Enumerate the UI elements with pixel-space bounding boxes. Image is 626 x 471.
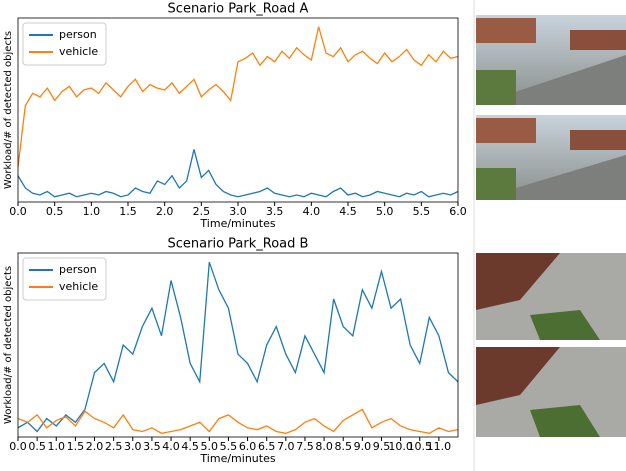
chart-title: Scenario Park_Road A — [168, 2, 309, 17]
x-axis-label: Time/minutes — [199, 217, 275, 230]
x-tick-label: 0.5 — [28, 440, 46, 453]
x-tick-label: 2.5 — [193, 205, 211, 218]
legend-label: person — [59, 263, 97, 276]
x-tick-label: 1.0 — [83, 205, 101, 218]
x-axis-label: Time/minutes — [199, 452, 275, 465]
x-tick-label: 2.5 — [105, 440, 123, 453]
x-tick-label: 4.5 — [339, 205, 357, 218]
page: Scenario Park_Road A Time/minutes Workload… — [0, 0, 626, 471]
x-tick-label: 6.0 — [239, 440, 257, 453]
x-tick-label: 3.5 — [266, 205, 284, 218]
chart: Scenario Park_Road A Time/minutes Workload… — [0, 0, 626, 471]
x-tick-label: 9.0 — [354, 440, 372, 453]
x-tick-label: 6.0 — [449, 205, 467, 218]
x-tick-label: 5.5 — [220, 440, 238, 453]
x-tick-label: 5.0 — [376, 205, 394, 218]
x-tick-label: 2.0 — [86, 440, 104, 453]
camera-image-a1 — [476, 15, 626, 105]
chart-title: Scenario Park_Road B — [168, 237, 309, 252]
legend-label: person — [59, 28, 97, 41]
x-tick-label: 7.0 — [277, 440, 295, 453]
camera-image-b2 — [476, 347, 626, 437]
camera-image-a2 — [476, 115, 626, 200]
x-tick-label: 11.0 — [427, 440, 452, 453]
x-tick-label: 0.0 — [9, 440, 27, 453]
legend-label: vehicle — [59, 45, 98, 58]
x-tick-label: 5.0 — [201, 440, 219, 453]
x-tick-label: 8.5 — [334, 440, 352, 453]
x-tick-label: 5.5 — [413, 205, 431, 218]
x-tick-label: 3.0 — [229, 205, 247, 218]
x-tick-label: 3.5 — [143, 440, 161, 453]
x-tick-label: 2.0 — [156, 205, 174, 218]
legend-label: vehicle — [59, 280, 98, 293]
x-tick-label: 4.5 — [181, 440, 199, 453]
x-tick-label: 1.5 — [67, 440, 85, 453]
x-tick-label: 7.5 — [296, 440, 314, 453]
x-tick-label: 3.0 — [124, 440, 142, 453]
x-tick-label: 1.5 — [119, 205, 137, 218]
x-tick-label: 8.0 — [315, 440, 333, 453]
series-line — [18, 149, 458, 196]
camera-image-b1 — [476, 253, 626, 340]
x-tick-label: 4.0 — [162, 440, 180, 453]
y-axis-label: Workload/# of detected objects — [3, 266, 14, 424]
series-line — [18, 409, 458, 433]
x-tick-label: 0.5 — [46, 205, 64, 218]
x-tick-label: 4.0 — [303, 205, 321, 218]
y-axis-label: Workload/# of detected objects — [3, 31, 14, 189]
x-tick-label: 0.0 — [9, 205, 27, 218]
x-tick-label: 6.5 — [258, 440, 276, 453]
x-tick-label: 1.0 — [48, 440, 66, 453]
